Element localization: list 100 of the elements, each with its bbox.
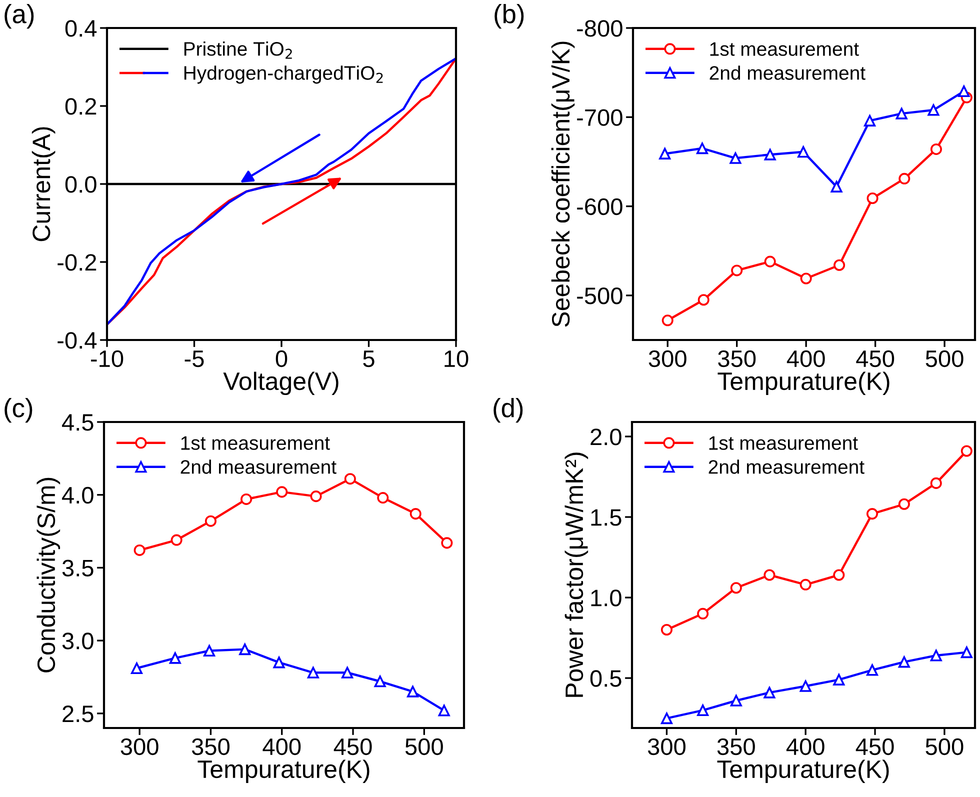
point [930, 477, 942, 489]
y-tick-label: 3.5 [62, 560, 94, 576]
point [928, 104, 940, 116]
x-tick-label: -10 [90, 350, 124, 368]
legend-label: 2nd measurement [180, 460, 336, 474]
point [764, 686, 776, 698]
x-tick-label: 350 [717, 738, 755, 756]
x-axis-title: Tempurature(K) [718, 372, 890, 396]
point [764, 148, 776, 160]
point [310, 490, 322, 502]
point [798, 146, 810, 158]
y-axis-title: Current(A) [32, 127, 56, 242]
point [830, 180, 842, 192]
point [662, 314, 674, 326]
x-tick-label: 300 [120, 738, 158, 756]
legend-label: 2nd measurement [708, 460, 864, 474]
point [169, 652, 181, 664]
x-axis-title: Tempurature(K) [198, 760, 370, 784]
point [731, 264, 743, 276]
point [730, 694, 742, 706]
point [134, 544, 146, 556]
point [898, 172, 910, 184]
x-tick-label: 10 [444, 350, 468, 368]
point [170, 534, 182, 546]
y-tick-label: 0.2 [65, 98, 96, 115]
y-tick-label: 3.0 [62, 632, 94, 650]
point [930, 650, 942, 662]
point [764, 256, 776, 268]
y-axis-title: Power factor(μW/mK²) [564, 452, 588, 697]
point [696, 142, 708, 154]
y-tick-label: 0.0 [65, 176, 96, 193]
x-tick-label: 500 [926, 350, 964, 368]
x-tick-label: 300 [648, 738, 686, 756]
y-tick-label: 1.5 [591, 509, 622, 526]
point [239, 644, 251, 656]
point [866, 508, 878, 520]
legend-label: 1st measurement [709, 436, 858, 450]
point [764, 569, 776, 581]
y-tick-label: 0.4 [65, 20, 97, 37]
point [697, 704, 709, 716]
point [833, 569, 845, 581]
point [660, 624, 672, 636]
y-tick-label: 4.5 [62, 414, 94, 431]
legend-label: 2nd measurement [710, 66, 866, 80]
y-tick-label: -0.4 [58, 332, 97, 349]
y-axis-title: Seebeck coefficient(μV/K) [551, 42, 575, 327]
y-tick-label: -600 [577, 198, 622, 216]
point [438, 704, 450, 716]
point [958, 86, 970, 98]
legend-label: Pristine TiO$_{2}$ [184, 42, 292, 59]
point [930, 143, 942, 155]
point [374, 676, 386, 688]
point [276, 486, 288, 498]
point [800, 272, 812, 284]
y-tick-label: 2.0 [590, 428, 622, 446]
point [307, 666, 319, 678]
y-tick-label: 2.5 [62, 705, 94, 722]
point [898, 656, 910, 668]
point [866, 192, 878, 204]
x-tick-label: 300 [648, 350, 686, 368]
legend-label: 1st measurement [710, 42, 859, 56]
point [730, 152, 742, 164]
point [204, 515, 216, 527]
point [273, 656, 285, 668]
point [697, 608, 709, 620]
point [800, 680, 812, 692]
x-tick-label: 400 [786, 350, 825, 368]
point [441, 537, 453, 549]
y-tick-label: 1.0 [591, 590, 622, 606]
x-tick-label: 500 [405, 738, 443, 756]
x-tick-label: 500 [926, 738, 964, 756]
x-axis-title: Voltage(V) [223, 372, 338, 396]
point [864, 114, 876, 126]
y-tick-label: -0.2 [58, 254, 96, 271]
x-axis-title: Tempurature(K) [717, 760, 889, 784]
chart-title: (b) [494, 4, 524, 29]
point [660, 712, 672, 724]
y-tick-label: -500 [577, 287, 622, 304]
point [960, 646, 972, 658]
point [960, 445, 972, 457]
chart-title: (d) [494, 398, 523, 423]
x-tick-label: 400 [262, 738, 301, 756]
x-tick-label: 450 [856, 738, 894, 756]
x-tick-label: 450 [334, 738, 372, 756]
point [896, 108, 908, 120]
y-tick-label: 4.0 [62, 486, 94, 504]
x-tick-label: 350 [718, 350, 756, 368]
point [407, 686, 419, 698]
point [898, 498, 910, 510]
y-tick-label: -800 [577, 20, 622, 37]
point [377, 492, 389, 504]
x-tick-label: 350 [192, 738, 230, 756]
legend-label: Hydrogen-chargedTiO$_{2}$ [184, 66, 383, 84]
chart-title: (a) [4, 4, 34, 29]
chart-title: (c) [4, 398, 32, 423]
point [204, 645, 216, 657]
point [866, 664, 878, 676]
legend-label: 1st measurement [181, 436, 330, 450]
y-tick-label: 0.5 [590, 670, 622, 687]
point [344, 473, 356, 485]
